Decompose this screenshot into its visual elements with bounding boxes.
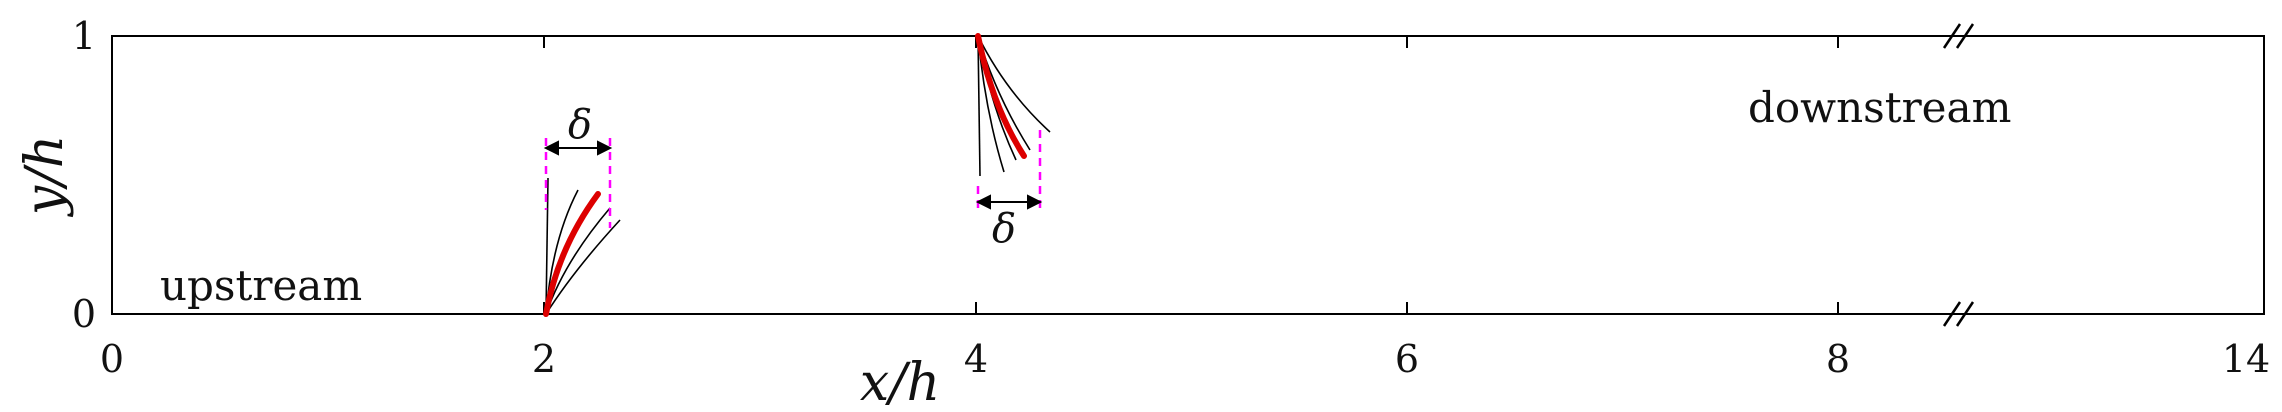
- x-tick-label: 6: [1395, 337, 1419, 381]
- plot-frame: [111, 35, 2265, 315]
- y-tick-label: 1: [72, 14, 96, 58]
- y-tick-label: 0: [72, 292, 96, 336]
- upstream-delta-arrow: [543, 140, 613, 156]
- upstream-delta-label: δ: [568, 102, 592, 148]
- downstream-delta-arrow: [975, 194, 1043, 210]
- x-axis-label: x/h: [860, 353, 940, 412]
- upstream-plate-deflected: [543, 191, 601, 317]
- upstream-label: upstream: [160, 261, 362, 310]
- x-tick-label: 0: [100, 337, 124, 381]
- downstream-plate-snapshots: [977, 35, 1051, 177]
- axis-break-bottom: [1942, 301, 1975, 327]
- downstream-envelope-lines: [976, 130, 1042, 214]
- downstream-plate-deflected: [975, 33, 1027, 159]
- x-tick-label: 14: [2222, 337, 2270, 381]
- x-tick-label: 4: [964, 337, 988, 381]
- x-ticks: [543, 36, 1839, 314]
- axis-break-top: [1942, 23, 1975, 49]
- downstream-label: downstream: [1748, 83, 2011, 132]
- x-tick-label: 8: [1826, 337, 1850, 381]
- y-axis-label: y/h: [15, 135, 75, 217]
- x-tick-label: 2: [532, 337, 556, 381]
- downstream-delta-label: δ: [992, 206, 1016, 252]
- upstream-envelope-lines: [544, 138, 612, 228]
